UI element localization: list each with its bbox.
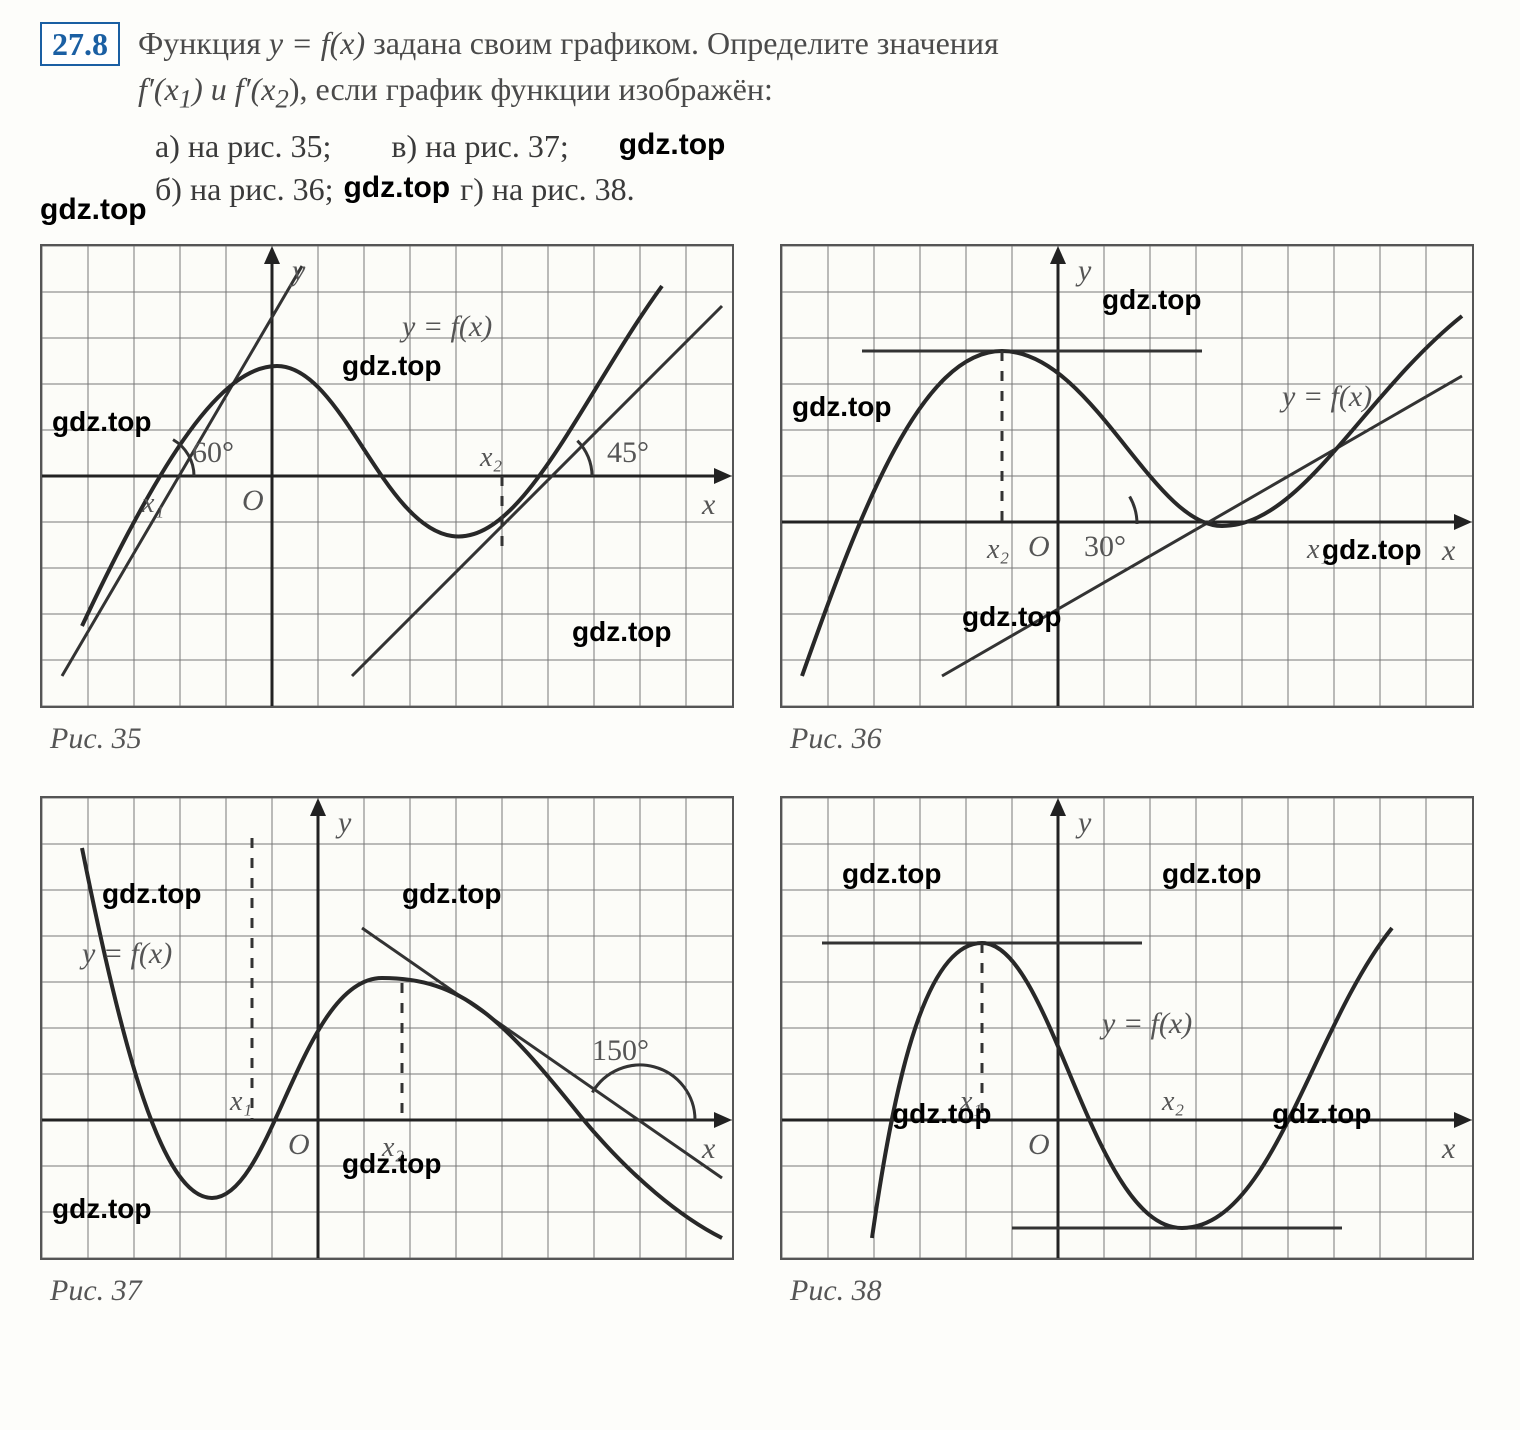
- svg-text:x₂: x₂: [1161, 1086, 1184, 1117]
- figure-38: yxOx₁x₂y = f(x) gdz.top gdz.top gdz.top …: [780, 796, 1470, 1308]
- svg-text:x₂: x₂: [986, 534, 1009, 565]
- chart-35: yxOx₁x₂60°45°y = f(x) gdz.top gdz.top gd…: [40, 244, 734, 708]
- option-g: г) на рис. 38.: [460, 171, 634, 208]
- options-row: б) на рис. 36; gdz.top г) на рис. 38.: [155, 171, 1480, 208]
- options-block: а) на рис. 35; в) на рис. 37; gdz.top б)…: [155, 128, 1480, 208]
- svg-text:60°: 60°: [192, 436, 234, 469]
- svg-text:O: O: [242, 484, 264, 517]
- svg-text:150°: 150°: [592, 1034, 649, 1067]
- svg-text:30°: 30°: [1084, 530, 1126, 563]
- problem-text: Функция y = f(x) задана своим графиком. …: [138, 20, 999, 118]
- svg-text:x₁: x₁: [959, 1086, 982, 1117]
- caption-36: Рис. 36: [790, 722, 1470, 756]
- svg-text:x: x: [1441, 1132, 1456, 1165]
- problem-number-badge: 27.8: [40, 22, 120, 66]
- watermark: gdz.top: [619, 128, 726, 165]
- deriv-frag: ), если график функции изображён:: [289, 71, 773, 107]
- svg-text:x: x: [701, 1132, 716, 1165]
- svg-text:y = f(x): y = f(x): [79, 937, 172, 970]
- figure-37: yxOx₁x₂150°y = f(x) gdz.top gdz.top gdz.…: [40, 796, 730, 1308]
- svg-text:x₁: x₁: [141, 488, 164, 519]
- svg-text:x₂: x₂: [381, 1132, 404, 1163]
- watermark: gdz.top: [343, 171, 450, 208]
- svg-text:x₁: x₁: [229, 1086, 252, 1117]
- svg-text:y: y: [1075, 254, 1092, 287]
- figures-grid: yxOx₁x₂60°45°y = f(x) gdz.top gdz.top gd…: [40, 244, 1480, 1308]
- page: 27.8 Функция y = f(x) задана своим графи…: [0, 0, 1520, 1348]
- chart-36: yxOx₂x₁30°y = f(x) gdz.top gdz.top gdz.t…: [780, 244, 1474, 708]
- chart-38: yxOx₁x₂y = f(x) gdz.top gdz.top gdz.top …: [780, 796, 1474, 1260]
- sub: 2: [275, 84, 288, 114]
- option-v: в) на рис. 37;: [391, 128, 568, 165]
- svg-text:x₂: x₂: [479, 442, 502, 473]
- svg-text:y: y: [1075, 806, 1092, 839]
- equation: y = f(x): [269, 25, 365, 61]
- figure-35: yxOx₁x₂60°45°y = f(x) gdz.top gdz.top gd…: [40, 244, 730, 756]
- caption-38: Рис. 38: [790, 1274, 1470, 1308]
- deriv-frag: f′(x: [138, 71, 179, 107]
- svg-text:y = f(x): y = f(x): [1279, 380, 1372, 413]
- option-b: б) на рис. 36;: [155, 171, 333, 208]
- svg-text:y: y: [335, 806, 352, 839]
- svg-text:x: x: [701, 488, 716, 521]
- svg-text:O: O: [1028, 530, 1050, 563]
- text-frag: задана своим графиком. Определите значен…: [365, 25, 999, 61]
- svg-text:y = f(x): y = f(x): [1099, 1007, 1192, 1040]
- deriv-frag: ) и f′(x: [192, 71, 275, 107]
- sub: 1: [179, 84, 192, 114]
- svg-text:y = f(x): y = f(x): [399, 310, 492, 343]
- svg-text:x: x: [1441, 534, 1456, 567]
- problem-header: 27.8 Функция y = f(x) задана своим графи…: [40, 20, 1480, 118]
- option-a: а) на рис. 35;: [155, 128, 331, 165]
- svg-text:x₁: x₁: [1306, 534, 1329, 565]
- chart-37: yxOx₁x₂150°y = f(x) gdz.top gdz.top gdz.…: [40, 796, 734, 1260]
- svg-text:y: y: [289, 254, 306, 287]
- figure-36: yxOx₂x₁30°y = f(x) gdz.top gdz.top gdz.t…: [780, 244, 1470, 756]
- svg-text:45°: 45°: [607, 436, 649, 469]
- svg-text:O: O: [288, 1128, 310, 1161]
- text-frag: Функция: [138, 25, 269, 61]
- options-row: а) на рис. 35; в) на рис. 37; gdz.top: [155, 128, 1480, 165]
- caption-37: Рис. 37: [50, 1274, 730, 1308]
- svg-text:O: O: [1028, 1128, 1050, 1161]
- caption-35: Рис. 35: [50, 722, 730, 756]
